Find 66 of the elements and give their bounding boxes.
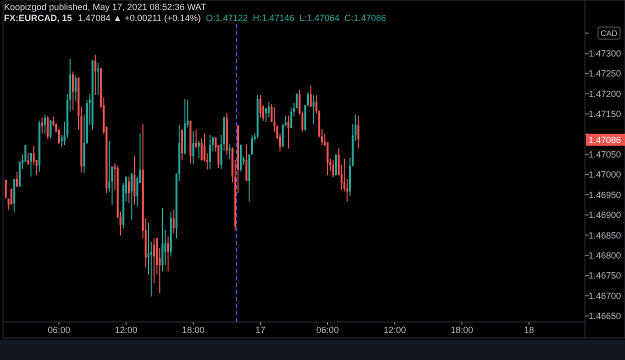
candlestick xyxy=(198,140,200,159)
candlestick xyxy=(265,108,267,123)
annotation: H:1.47146 xyxy=(252,13,294,23)
y-tick-label: 1.47150 xyxy=(588,109,621,120)
candlestick xyxy=(27,152,30,166)
annotation: C:1.47086 xyxy=(344,13,386,23)
candlestick xyxy=(50,119,52,139)
candlestick xyxy=(310,85,312,108)
candlestick xyxy=(357,115,360,150)
candlestick xyxy=(287,115,290,150)
text: 1.47086 xyxy=(588,134,621,145)
y-tick-label: 1.46900 xyxy=(588,210,621,220)
y-tick-label: 1.46700 xyxy=(588,290,621,301)
annotation: O:1.47122 xyxy=(206,13,248,23)
candlestick xyxy=(94,54,96,96)
candlestick xyxy=(167,236,170,272)
candlestick xyxy=(32,145,35,166)
candlestick xyxy=(290,106,292,129)
candlestick xyxy=(172,209,175,234)
annotation: L:1.47064 xyxy=(299,13,340,23)
candlestick xyxy=(153,238,156,284)
y-tick-label: 1.47250 xyxy=(588,68,621,79)
candlestick xyxy=(41,117,44,134)
x-tick-label: 17 xyxy=(255,325,266,335)
annotation: 1.47084 ▲ +0.00211 (+0.14%) xyxy=(78,13,201,23)
candlestick xyxy=(72,71,74,110)
x-tick-label: 18:00 xyxy=(182,325,205,335)
candlestick xyxy=(164,229,166,266)
candlestick xyxy=(30,152,32,178)
text: FX:EURCAD, 15 xyxy=(4,13,72,23)
candlestick xyxy=(134,156,136,206)
candlestick xyxy=(195,129,198,149)
y-tick-label: 1.47000 xyxy=(588,170,621,180)
candlestick xyxy=(181,129,184,160)
text: CAD xyxy=(600,28,618,38)
x-tick-label: 06:00 xyxy=(316,325,339,335)
candlestick xyxy=(97,62,100,96)
candlestick xyxy=(44,114,46,135)
candlestick xyxy=(10,188,12,206)
y-tick-label: 1.47050 xyxy=(588,149,621,160)
candlestick xyxy=(334,154,337,176)
candlestick xyxy=(128,176,130,204)
y-tick-label: 1.47200 xyxy=(588,88,621,99)
x-tick-label: 06:00 xyxy=(48,325,70,335)
candlestick xyxy=(245,144,248,182)
y-tick-label: 1.46800 xyxy=(588,250,621,260)
candlestick xyxy=(16,171,18,188)
candlestick xyxy=(332,159,334,178)
candlestick xyxy=(251,134,254,156)
candlestick xyxy=(268,102,270,118)
y-tick-label: 1.46650 xyxy=(588,311,621,322)
x-tick-label: 12:00 xyxy=(114,325,138,335)
candlestick xyxy=(209,134,212,170)
y-tick-label: 1.46750 xyxy=(588,270,621,281)
x-tick-label: 18:00 xyxy=(450,325,474,335)
y-tick-label: 1.47300 xyxy=(588,48,621,58)
candlestick xyxy=(200,138,203,162)
y-tick-label: 1.46850 xyxy=(588,230,621,240)
candlestick xyxy=(130,172,133,220)
x-tick-label: 12:00 xyxy=(383,325,406,335)
chart-subtitle: Koopizgod published, May 17, 2021 08:52:36 WAT xyxy=(4,2,207,12)
candlestick xyxy=(312,94,315,125)
x-tick-label: 18 xyxy=(524,325,534,335)
candlestick xyxy=(162,208,164,272)
y-tick-label: 1.46950 xyxy=(588,190,621,200)
candlestick xyxy=(259,94,262,118)
